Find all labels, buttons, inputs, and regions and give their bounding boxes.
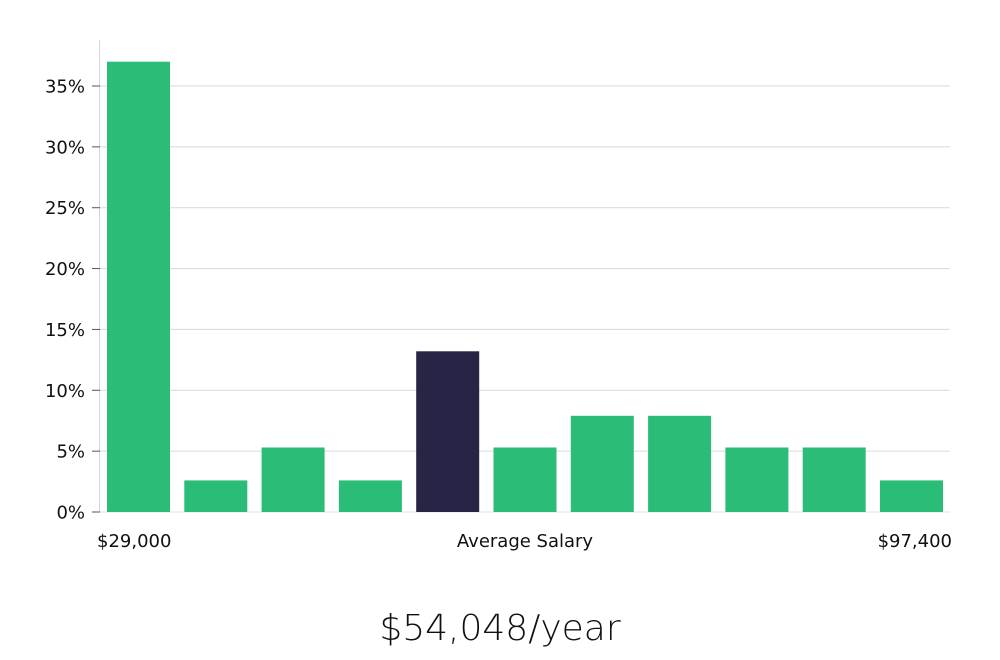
bar (648, 415, 712, 512)
average-salary-caption: $54,048/year (379, 608, 621, 649)
bar (802, 447, 866, 512)
bar (493, 447, 557, 512)
x-axis-title: Average Salary (457, 531, 594, 552)
salary-histogram: 0% 5% 10% 15% 20% 25% 30% 35% $29,000 Average S… (45, 40, 952, 552)
bar-average-highlight (416, 351, 480, 512)
y-tick-labels: 0% 5% 10% 15% 20% 25% 30% 35% (45, 77, 100, 524)
bar (261, 447, 325, 512)
y-tick-label: 5% (56, 442, 85, 463)
y-tick-label: 30% (45, 137, 85, 158)
bar (107, 61, 170, 512)
y-tick-label: 0% (56, 503, 85, 524)
y-tick-label: 35% (45, 77, 85, 98)
bar (338, 480, 402, 512)
y-tick-label: 25% (45, 198, 85, 219)
x-max-label: $97,400 (878, 531, 952, 552)
bar (880, 480, 943, 512)
bars (107, 61, 943, 512)
bar (725, 447, 789, 512)
bar (570, 415, 634, 512)
y-tick-label: 15% (45, 320, 85, 341)
x-min-label: $29,000 (97, 531, 171, 552)
y-tick-label: 20% (45, 259, 85, 280)
bar (184, 480, 248, 512)
y-tick-label: 10% (45, 381, 85, 402)
grid-lines (100, 85, 950, 513)
chart-svg: 0% 5% 10% 15% 20% 25% 30% 35% $29,000 Average S… (45, 40, 952, 552)
